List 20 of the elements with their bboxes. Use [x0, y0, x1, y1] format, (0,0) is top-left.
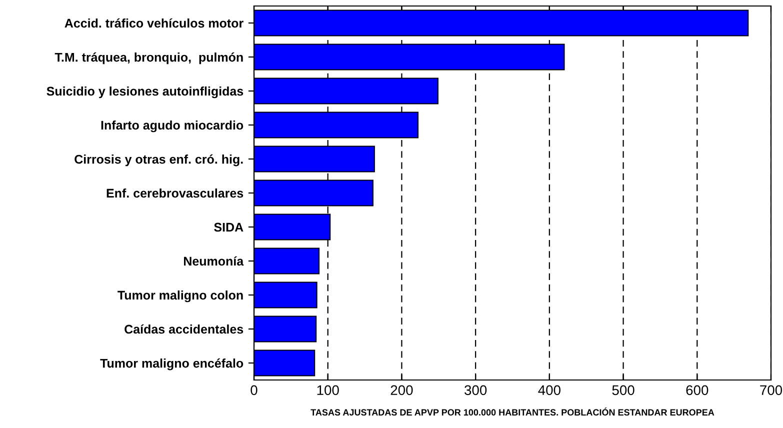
y-tick-label: Suicidio y lesiones autoinfligidas: [46, 86, 244, 98]
y-tick-label: Neumonía: [184, 256, 244, 266]
x-tick-label: 200: [390, 385, 413, 396]
y-tick-label: Accid. tráfico vehículos motor: [64, 18, 244, 28]
x-tick-label: 100: [317, 385, 339, 396]
x-tick-label: 300: [464, 385, 487, 396]
x-tick-label: 500: [612, 385, 634, 396]
x-tick-label: 600: [686, 385, 708, 396]
x-tick-label: 700: [760, 385, 782, 396]
x-tick-label: 0: [250, 385, 258, 396]
x-axis-title: TASAS AJUSTADAS DE APVP POR 100.000 HABITANTES. POBLACIÓN ESTANDAR EUROPEA: [310, 407, 714, 416]
y-tick-label: Tumor maligno encéfalo: [100, 358, 244, 370]
y-tick-label: T.M. tráquea, bronquio, pulmón: [54, 52, 243, 64]
x-tick-label: 400: [538, 385, 560, 396]
y-tick-label: Tumor maligno colon: [118, 290, 243, 302]
y-tick-label: Infarto agudo miocardio: [101, 120, 244, 132]
y-tick-label: Caídas accidentales: [124, 324, 244, 334]
y-tick-label: Cirrosis y otras enf. cró. hig.: [74, 154, 243, 166]
y-tick-label: Enf. cerebrovasculares: [106, 188, 244, 198]
y-tick-label: SIDA: [214, 222, 244, 232]
